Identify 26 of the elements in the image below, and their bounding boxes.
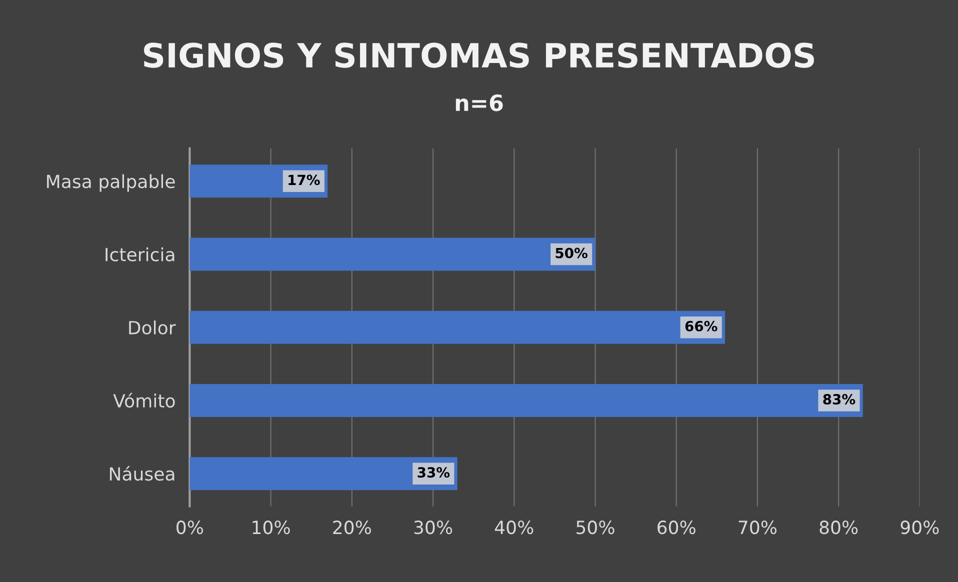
y-tick-label: Dolor [129,320,176,334]
data-label: 50% [556,248,588,258]
x-tick-label: 0% [176,520,204,534]
bar [190,310,726,344]
x-tick-label: 80% [820,520,858,534]
bar [190,238,596,271]
data-label: 17% [288,174,320,186]
x-tick-label: 30% [414,520,452,534]
chart-subtitle: n=6 [456,94,503,112]
y-tick-label: Náusea [110,466,174,481]
x-tick-label: 70% [738,520,777,534]
x-tick-label: 20% [333,520,371,534]
chart-title: SIGNOS Y SINTOMAS PRESENTADOS [144,42,814,68]
y-tick-label: Vómito [113,392,175,408]
data-label: 33% [418,467,450,478]
y-tick-label: Masa palpable [47,174,175,192]
bar [190,384,863,417]
x-tick-label: 10% [252,520,290,534]
x-tick-label: 40% [494,520,534,534]
data-label: 83% [823,394,856,405]
x-tick-label: 50% [576,520,614,534]
data-label: 66% [685,320,718,332]
bar [190,457,458,490]
x-tick-label: 60% [658,520,696,534]
y-tick-label: Ictericia [106,247,174,262]
x-tick-label: 90% [900,520,939,534]
